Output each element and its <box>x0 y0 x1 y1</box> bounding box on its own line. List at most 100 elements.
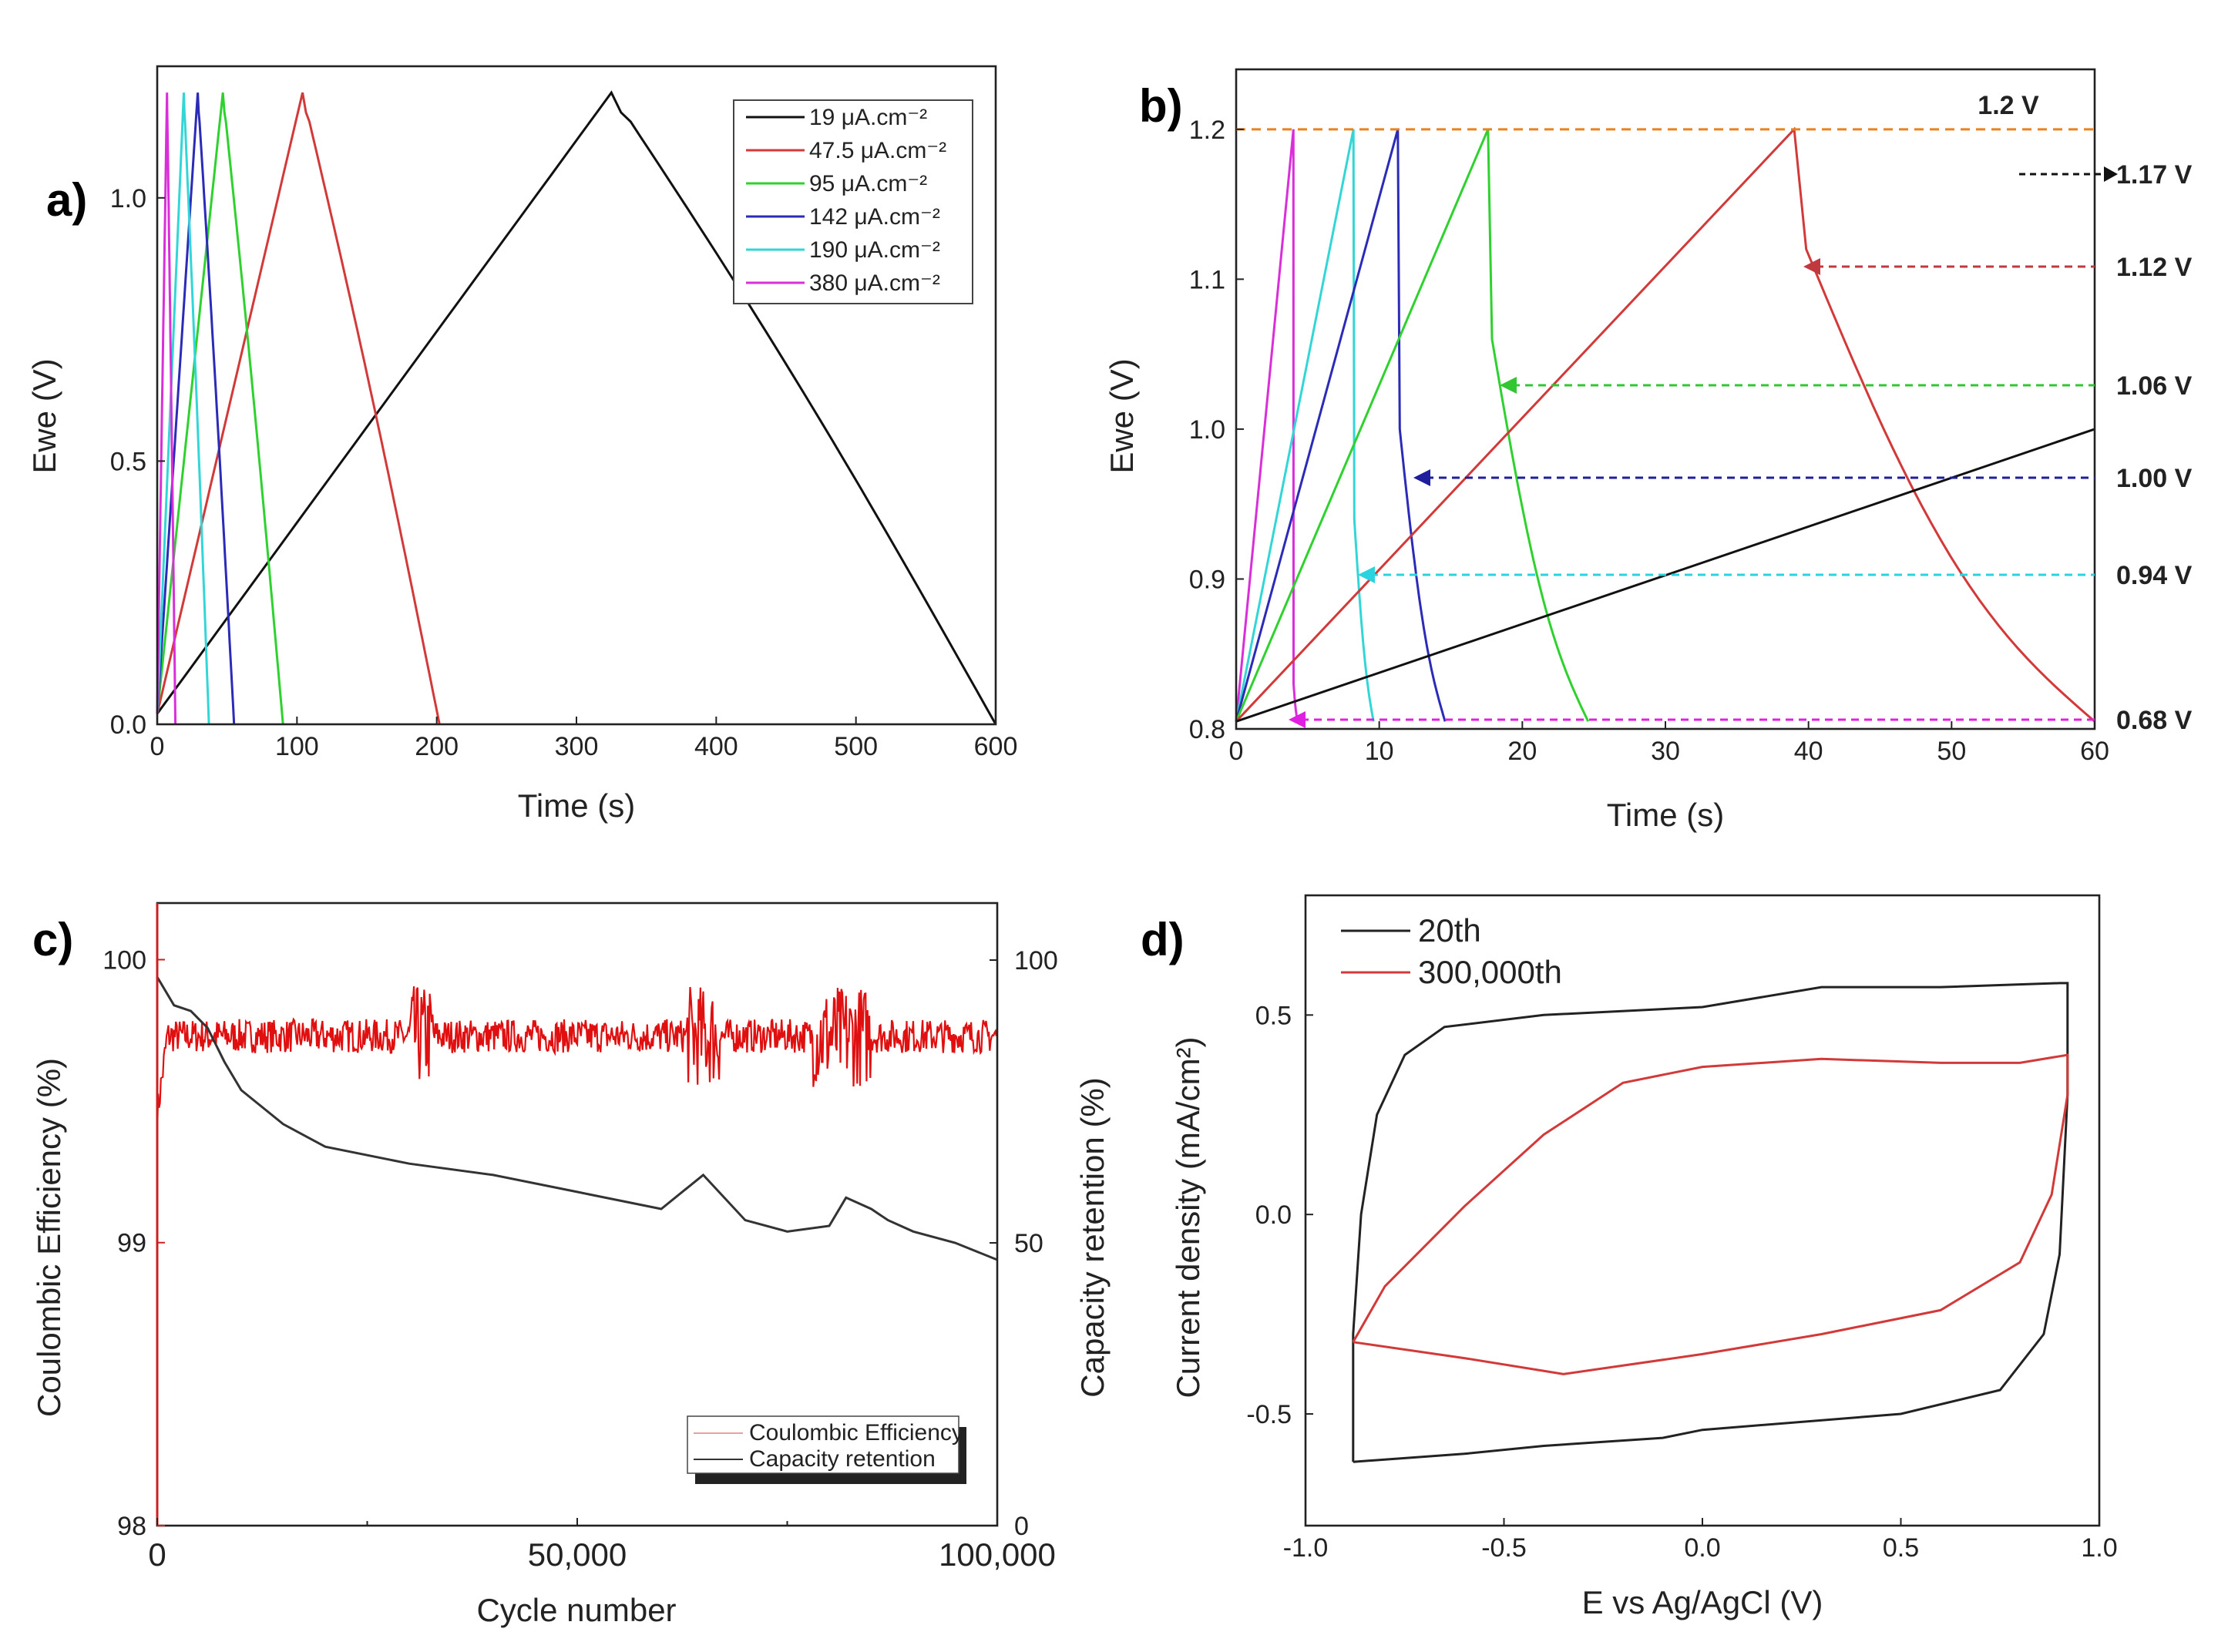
panel-a-legend-box <box>733 99 973 304</box>
panel-b-x-tick-label: 0 <box>1229 737 1244 766</box>
panel-a-y-tick-label: 0.0 <box>110 710 146 740</box>
panel-d-y-tick-label: 0.5 <box>1255 1001 1292 1030</box>
panel-b-irdrop-label: 0.94 V <box>2116 561 2193 590</box>
panel-b-frame <box>1235 68 2096 730</box>
panel-d-x-tick-label: 0.5 <box>1883 1533 1919 1563</box>
panel-b-irdrop-arrowhead <box>1413 469 1430 486</box>
panel-c-right-tick-label: 50 <box>1014 1229 1043 1258</box>
panel-a-x-tick-label: 600 <box>974 732 1018 761</box>
panel-c-x-tick-label: 50,000 <box>528 1536 627 1573</box>
panel-b-series-line <box>1235 126 2095 723</box>
panel-a-y-label: Ewe (V) <box>26 358 62 473</box>
panel-a-legend-label: 142 μA.cm⁻² <box>809 204 940 230</box>
panel-c-legend-label: Coulombic Efficiency <box>749 1420 963 1446</box>
panel-c-label: c) <box>32 914 73 965</box>
panel-c-left-tick-label: 99 <box>117 1229 146 1258</box>
panel-c-x-ticks: 0 50,000 100,000 <box>148 1518 1056 1573</box>
panel-a-legend: 19 μA.cm⁻² 47.5 μA.cm⁻² 95 μA.cm⁻² 142 μA.c… <box>733 99 973 304</box>
panel-c-right-ticks: 0 50 100 <box>990 946 1058 1541</box>
panel-c: c) 0 50,000 100,000 98 99 100 0 50 100 Cycle n… <box>31 902 1111 1628</box>
panel-b-limit-label: 1.2 V <box>1978 91 2039 120</box>
panel-a-x-tick-label: 300 <box>555 732 599 761</box>
panel-c-right-tick-label: 0 <box>1014 1512 1029 1541</box>
panel-b-annotations: 1.2 V 1.17 V 1.12 V 1.06 V 1.00 V 0.94 V 0.68 … <box>1236 91 2193 735</box>
panel-c-right-label: Capacity retention (%) <box>1074 1077 1111 1398</box>
panel-a-legend-label: 380 μA.cm⁻² <box>809 270 940 296</box>
panel-a-y-ticks: 0.0 0.5 1.0 <box>110 184 165 740</box>
panel-c-x-tick-label: 0 <box>148 1536 166 1573</box>
panel-c-left-tick-label: 100 <box>102 945 146 975</box>
panel-d-y-tick-label: -0.5 <box>1246 1400 1292 1429</box>
panel-b-irdrop-arrowhead <box>1289 711 1306 728</box>
panel-a-legend-label: 190 μA.cm⁻² <box>809 237 940 263</box>
panel-b-label: b) <box>1139 80 1183 132</box>
panel-b-x-ticks: 0 10 20 30 40 50 60 <box>1229 721 2109 766</box>
panel-a-label: a) <box>46 174 87 226</box>
panel-d: d) -1.0 -0.5 0.0 0.5 1.0 -0.5 0.0 0.5 E vs Ag/… <box>1141 894 2118 1620</box>
panel-b-irdrop-label: 1.17 V <box>2116 160 2193 190</box>
panel-a-y-tick-label: 0.5 <box>110 447 146 476</box>
panel-b-series-line <box>1235 129 1375 722</box>
panel-a: a) 0 100 200 300 400 500 600 0.0 0.5 1.0 Time (s… <box>26 65 1018 824</box>
panel-d-x-tick-label: 1.0 <box>2081 1533 2117 1563</box>
panel-b-x-tick-label: 40 <box>1794 737 1823 766</box>
panel-d-y-ticks: -0.5 0.0 0.5 <box>1246 1001 1313 1429</box>
panel-c-ce-line <box>156 986 999 1133</box>
panel-b-y-tick-label: 1.2 <box>1189 116 1225 145</box>
panel-d-x-tick-label: 0.0 <box>1684 1533 1720 1563</box>
panel-a-series-line <box>156 90 997 725</box>
panel-b-lines <box>1235 126 2095 723</box>
panel-b-y-tick-label: 0.9 <box>1189 565 1225 594</box>
panel-d-y-label: Current density (mA/cm²) <box>1170 1036 1206 1398</box>
panel-b-x-tick-label: 60 <box>2080 737 2109 766</box>
panel-d-20th-line <box>1352 982 2069 1463</box>
panel-d-x-label: E vs Ag/AgCl (V) <box>1582 1584 1823 1620</box>
panel-b-x-tick-label: 30 <box>1651 737 1680 766</box>
panel-b-irdrop-label: 1.12 V <box>2116 253 2193 282</box>
panel-b-irdrop-arrowhead <box>1803 258 1820 275</box>
panel-d-label: d) <box>1141 914 1185 965</box>
panel-b-series-line <box>1235 129 1590 722</box>
panel-d-lines <box>1352 982 2069 1463</box>
panel-d-300000th-line <box>1352 1053 2069 1375</box>
panel-b: b) 1.2 V 1.17 V 1.12 V 1.06 V 1.00 V 0.94 V 0.… <box>1104 68 2193 833</box>
panel-b-irdrop-arrowhead <box>1500 377 1517 394</box>
panel-d-legend-label: 20th <box>1418 912 1481 949</box>
panel-c-left-label: Coulombic Efficiency (%) <box>31 1058 67 1417</box>
panel-b-y-tick-label: 1.1 <box>1189 265 1225 294</box>
panel-c-left-tick-label: 98 <box>117 1512 146 1541</box>
panel-b-series-line <box>1235 129 1447 722</box>
panel-c-right-tick-label: 100 <box>1014 946 1058 975</box>
panel-b-irdrop-arrowhead <box>2104 166 2118 182</box>
panel-c-left-ticks: 98 99 100 <box>102 945 165 1541</box>
panel-a-y-tick-label: 1.0 <box>110 184 146 213</box>
panel-b-series-line <box>1235 129 1299 722</box>
panel-a-x-tick-label: 0 <box>150 732 165 761</box>
panel-c-legend-box <box>687 1415 959 1474</box>
panel-d-legend: 20th 300,000th <box>1341 912 1562 990</box>
panel-a-x-ticks: 0 100 200 300 400 500 600 <box>150 717 1018 761</box>
panel-c-lines <box>156 976 999 1261</box>
panel-b-y-ticks: 0.8 0.9 1.0 1.1 1.2 <box>1189 116 1244 744</box>
panel-b-irdrop-label: 1.06 V <box>2116 371 2193 401</box>
panel-b-x-label: Time (s) <box>1607 797 1724 833</box>
panel-a-series-line <box>156 92 177 725</box>
panel-a-x-tick-label: 200 <box>415 732 459 761</box>
panel-a-series-line <box>156 92 284 725</box>
panel-d-x-tick-label: -1.0 <box>1283 1533 1329 1563</box>
panel-c-retention-line <box>156 976 998 1261</box>
panel-d-legend-label: 300,000th <box>1418 954 1562 990</box>
panel-c-x-tick-label: 100,000 <box>939 1536 1056 1573</box>
panel-a-lines <box>156 90 997 725</box>
panel-b-y-tick-label: 1.0 <box>1189 415 1225 445</box>
panel-d-y-tick-label: 0.0 <box>1255 1200 1292 1230</box>
panel-b-irdrop-label: 0.68 V <box>2116 706 2193 735</box>
panel-c-legend-label: Capacity retention <box>749 1446 936 1472</box>
panel-a-legend-label: 47.5 μA.cm⁻² <box>809 138 946 163</box>
panel-b-x-tick-label: 10 <box>1365 737 1394 766</box>
panel-a-x-tick-label: 100 <box>275 732 319 761</box>
panel-c-x-label: Cycle number <box>476 1592 676 1628</box>
panel-a-legend-label: 19 μA.cm⁻² <box>809 105 927 130</box>
panel-a-series-line <box>156 92 210 725</box>
